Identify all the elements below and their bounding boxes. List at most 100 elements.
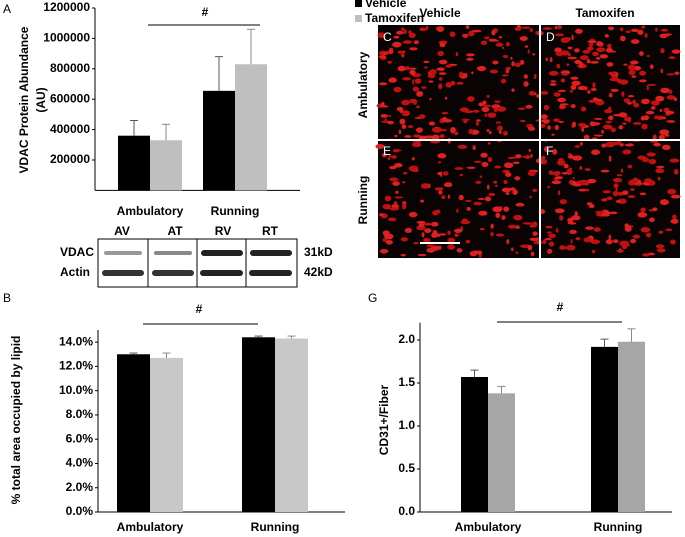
capillary	[579, 179, 589, 186]
capillary	[392, 41, 402, 48]
capillary	[437, 153, 447, 159]
capillary	[426, 247, 435, 253]
capillary	[449, 31, 456, 37]
capillary	[532, 231, 538, 237]
capillary	[522, 155, 532, 159]
capillary	[528, 126, 536, 131]
legend-label: Vehicle	[365, 0, 407, 10]
capillary	[375, 144, 385, 149]
capillary	[615, 186, 618, 193]
micrograph-background	[378, 25, 680, 258]
capillary	[396, 30, 404, 35]
capillary	[655, 244, 665, 249]
legend-swatch	[355, 0, 362, 7]
capillary	[438, 59, 448, 65]
band	[102, 270, 144, 276]
y-tick-label: 8.0%	[66, 407, 94, 421]
capillary	[444, 96, 448, 100]
capillary	[480, 152, 488, 158]
capillary	[623, 98, 631, 103]
capillary	[630, 28, 639, 32]
capillary	[503, 130, 508, 136]
capillary	[465, 239, 471, 244]
capillary	[639, 70, 647, 76]
capillary	[583, 134, 590, 141]
capillary	[530, 153, 533, 158]
capillary	[579, 55, 589, 61]
capillary	[505, 192, 510, 195]
capillary	[547, 185, 550, 189]
capillary	[432, 229, 438, 236]
capillary	[658, 230, 664, 234]
capillary	[419, 27, 427, 32]
capillary	[391, 155, 397, 159]
bar	[275, 338, 308, 512]
capillary	[571, 80, 581, 86]
capillary	[409, 69, 416, 75]
capillary	[657, 176, 661, 181]
capillary	[670, 239, 676, 245]
capillary	[418, 114, 426, 119]
capillary	[611, 141, 621, 146]
capillary	[620, 27, 624, 32]
capillary	[547, 125, 551, 130]
capillary	[466, 53, 475, 57]
capillary	[559, 245, 566, 248]
capillary	[594, 117, 603, 120]
capillary	[643, 115, 650, 121]
capillary	[595, 99, 605, 106]
capillary	[477, 197, 486, 200]
capillary	[490, 223, 494, 229]
capillary	[439, 42, 446, 48]
capillary	[670, 194, 681, 199]
capillary	[556, 63, 561, 69]
capillary	[426, 244, 436, 248]
capillary	[492, 60, 499, 65]
capillary	[642, 253, 650, 257]
capillary	[476, 65, 487, 72]
capillary	[610, 127, 616, 133]
capillary	[514, 176, 521, 181]
capillary	[495, 121, 501, 124]
capillary	[527, 244, 533, 251]
y-tick-label: 1000000	[43, 31, 90, 45]
error-bar	[600, 338, 609, 347]
capillary	[479, 175, 483, 178]
capillary	[384, 195, 392, 202]
capillary	[408, 32, 416, 39]
capillary	[586, 178, 597, 184]
capillary	[454, 131, 459, 136]
capillary	[672, 214, 677, 220]
capillary	[503, 206, 510, 212]
capillary	[572, 155, 583, 161]
capillary	[637, 29, 644, 35]
capillary	[661, 28, 668, 32]
error-bar	[162, 123, 170, 141]
capillary	[456, 248, 463, 253]
band	[250, 250, 292, 256]
capillary	[646, 85, 649, 91]
capillary	[554, 33, 565, 37]
capillary	[587, 46, 594, 51]
capillary	[402, 181, 406, 184]
capillary	[630, 60, 639, 65]
capillary	[649, 217, 655, 223]
capillary	[466, 57, 474, 61]
bar	[461, 376, 488, 512]
capillary	[379, 213, 384, 217]
capillary	[665, 228, 673, 232]
capillary	[596, 56, 601, 60]
capillary	[632, 122, 642, 125]
capillary	[416, 105, 420, 109]
capillary	[615, 200, 621, 203]
capillary	[647, 83, 657, 86]
capillary	[660, 48, 665, 54]
capillary	[666, 120, 676, 123]
capillary	[668, 56, 676, 60]
capillary	[431, 134, 440, 141]
western-blot	[97, 238, 298, 288]
capillary	[560, 78, 566, 83]
capillary	[515, 251, 519, 255]
y-tick-label: 1200000	[43, 0, 90, 14]
capillary	[666, 95, 676, 100]
